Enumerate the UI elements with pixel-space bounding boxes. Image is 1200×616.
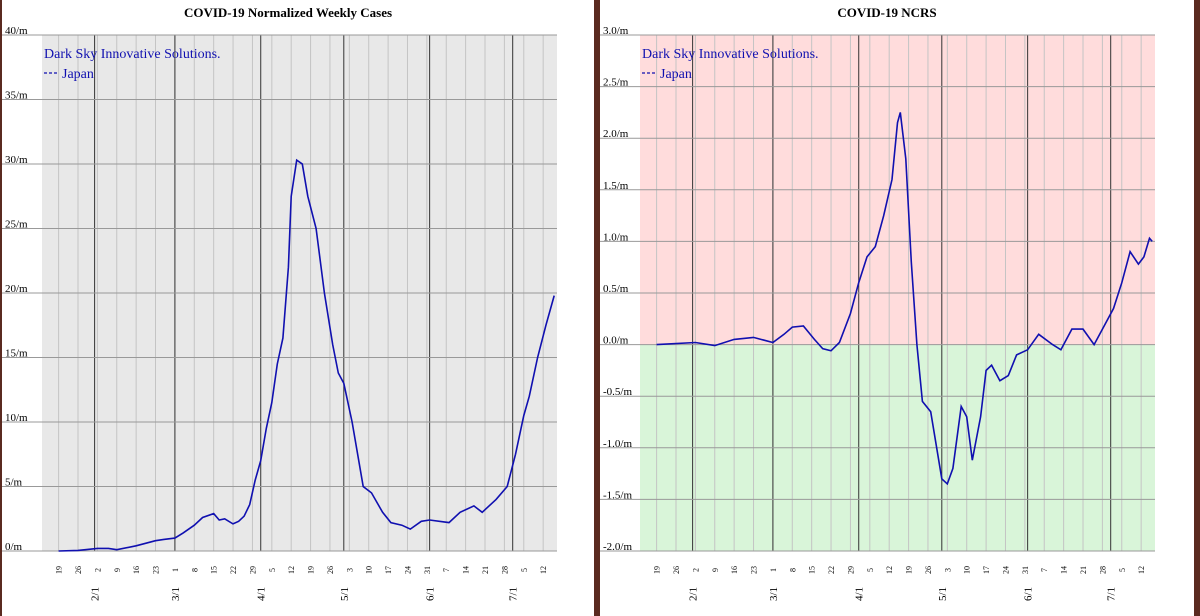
y-tick-label: 0.0/m [603, 335, 629, 347]
x-tick-label: 3 [345, 568, 354, 572]
month-label: 2/1 [90, 587, 102, 601]
y-tick-label: 30/m [5, 154, 28, 166]
x-tick-label: 7 [1040, 568, 1049, 572]
chart-title: COVID-19 Normalized Weekly Cases [184, 5, 392, 20]
x-tick-label: 9 [113, 568, 122, 572]
y-tick-label: 1.5/m [603, 180, 629, 192]
chart-title: COVID-19 NCRS [837, 5, 936, 20]
y-tick-label: 3.0/m [603, 25, 629, 37]
x-tick-label: 24 [1001, 566, 1010, 574]
x-tick-label: 22 [229, 566, 238, 574]
x-tick-label: 10 [963, 566, 972, 574]
x-tick-label: 29 [248, 566, 257, 574]
x-tick-label: 17 [384, 566, 393, 574]
y-tick-label: -1.5/m [603, 489, 632, 501]
month-label: 3/1 [768, 587, 780, 601]
x-tick-label: 31 [1021, 566, 1030, 574]
x-tick-label: 5 [1118, 568, 1127, 572]
series-line [656, 112, 1153, 486]
x-tick-label: 8 [190, 568, 199, 572]
annotation: Dark Sky Innovative Solutions. [642, 47, 819, 62]
x-tick-label: 15 [808, 566, 817, 574]
x-tick-label: 3 [943, 568, 952, 572]
x-tick-label: 15 [210, 566, 219, 574]
x-tick-label: 28 [500, 566, 509, 574]
y-tick-label: 2.0/m [603, 128, 629, 140]
x-tick-label: 24 [403, 566, 412, 574]
x-tick-label: 19 [905, 566, 914, 574]
x-tick-label: 12 [885, 566, 894, 574]
x-tick-label: 10 [365, 566, 374, 574]
x-tick-label: 17 [982, 566, 991, 574]
x-tick-label: 21 [1079, 566, 1088, 574]
y-tick-label: 40/m [5, 25, 28, 37]
x-tick-label: 16 [730, 566, 739, 574]
month-label: 5/1 [937, 587, 949, 601]
legend-label: Japan [660, 67, 692, 82]
x-tick-label: 14 [462, 566, 471, 574]
x-tick-label: 9 [711, 568, 720, 572]
month-label: 7/1 [1106, 587, 1118, 601]
x-tick-label: 26 [672, 566, 681, 574]
y-tick-label: 10/m [5, 412, 28, 424]
x-tick-label: 23 [152, 566, 161, 574]
y-tick-label: 2.5/m [603, 77, 629, 89]
x-tick-label: 26 [326, 566, 335, 574]
y-tick-label: 5/m [5, 477, 23, 489]
y-tick-label: 0/m [5, 541, 23, 553]
x-tick-label: 12 [287, 566, 296, 574]
month-label: 2/1 [688, 587, 700, 601]
x-tick-label: 26 [924, 566, 933, 574]
x-tick-label: 28 [1098, 566, 1107, 574]
x-tick-label: 8 [788, 568, 797, 572]
x-tick-label: 22 [827, 566, 836, 574]
month-label: 7/1 [508, 587, 520, 601]
annotation: Dark Sky Innovative Solutions. [44, 47, 221, 62]
x-tick-label: 16 [132, 566, 141, 574]
x-tick-label: 12 [539, 566, 548, 574]
x-tick-label: 23 [750, 566, 759, 574]
month-label: 4/1 [854, 587, 866, 601]
x-tick-label: 2 [691, 568, 700, 572]
x-tick-label: 29 [846, 566, 855, 574]
y-tick-label: -1.0/m [603, 438, 632, 450]
x-tick-label: 26 [74, 566, 83, 574]
month-label: 6/1 [1023, 587, 1035, 601]
x-tick-label: 19 [653, 566, 662, 574]
x-tick-label: 14 [1060, 566, 1069, 574]
y-tick-label: 35/m [5, 90, 28, 102]
legend-label: Japan [62, 67, 94, 82]
x-tick-label: 21 [481, 566, 490, 574]
x-tick-label: 1 [171, 568, 180, 572]
x-tick-label: 5 [268, 568, 277, 572]
y-tick-label: 25/m [5, 219, 28, 231]
y-tick-label: 1.0/m [603, 231, 629, 243]
series-line [58, 158, 555, 552]
x-tick-label: 5 [866, 568, 875, 572]
x-tick-label: 19 [307, 566, 316, 574]
x-tick-label: 5 [520, 568, 529, 572]
month-label: 5/1 [339, 587, 351, 601]
y-tick-label: 0.5/m [603, 283, 629, 295]
x-tick-label: 2 [93, 568, 102, 572]
y-tick-label: 20/m [5, 283, 28, 295]
x-tick-label: 1 [769, 568, 778, 572]
month-label: 6/1 [425, 587, 437, 601]
x-tick-label: 7 [442, 568, 451, 572]
x-tick-label: 19 [55, 566, 64, 574]
x-tick-label: 12 [1137, 566, 1146, 574]
month-label: 3/1 [170, 587, 182, 601]
y-tick-label: 15/m [5, 348, 28, 360]
x-tick-label: 31 [423, 566, 432, 574]
y-tick-label: -2.0/m [603, 541, 632, 553]
y-tick-label: -0.5/m [603, 386, 632, 398]
month-label: 4/1 [256, 587, 268, 601]
